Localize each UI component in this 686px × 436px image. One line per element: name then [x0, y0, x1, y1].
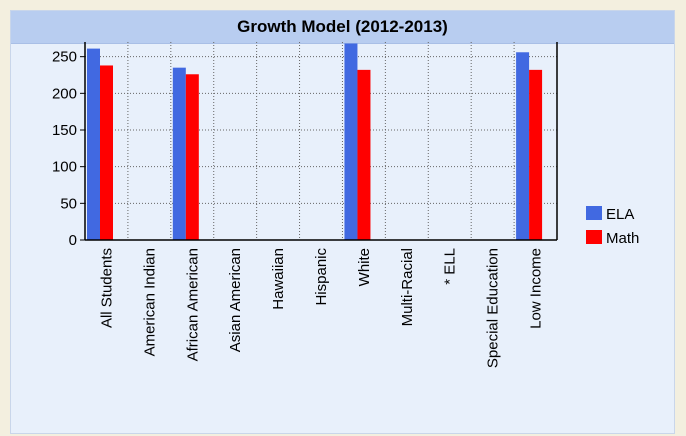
- x-category-label: Multi-Racial: [399, 248, 416, 326]
- x-category-label: Hispanic: [313, 248, 330, 306]
- x-category-label: Asian American: [227, 248, 244, 352]
- legend: ELA Math: [586, 206, 639, 247]
- x-category-label: All Students: [98, 248, 115, 328]
- bar-math: [357, 69, 371, 240]
- chart-title: Growth Model (2012-2013): [11, 11, 674, 44]
- x-category-label: White: [356, 248, 373, 286]
- y-tick-label: 50: [60, 195, 77, 212]
- y-tick-labels: 0 50 100 150 200 250: [52, 49, 77, 249]
- bars: [87, 43, 543, 241]
- x-category-labels: All Students American Indian African Ameri…: [98, 248, 544, 369]
- y-tick-label: 150: [52, 122, 77, 139]
- x-category-label: Hawaiian: [270, 248, 287, 310]
- legend-label-ela: ELA: [606, 206, 634, 223]
- x-category-label: * ELL: [442, 248, 459, 285]
- bar-math: [100, 65, 113, 240]
- x-category-label: Special Education: [485, 248, 502, 368]
- legend-swatch-math: [586, 230, 602, 244]
- chart-panel: Growth Model (2012-2013): [10, 10, 675, 434]
- y-tick-label: 250: [52, 49, 77, 66]
- bar-ela: [344, 43, 358, 240]
- bar-ela: [172, 67, 186, 241]
- bar-ela: [516, 52, 530, 241]
- x-category-label: American Indian: [141, 248, 158, 356]
- legend-swatch-ela: [586, 206, 602, 220]
- x-category-label: African American: [184, 248, 201, 361]
- bar-math: [529, 69, 543, 240]
- y-tick-label: 0: [69, 232, 77, 249]
- grid-lines: [85, 42, 557, 240]
- bar-ela: [87, 48, 100, 240]
- legend-label-math: Math: [606, 230, 639, 247]
- bar-math: [185, 74, 199, 241]
- axes: [80, 42, 558, 241]
- x-category-label: Low Income: [528, 248, 545, 329]
- y-tick-label: 100: [52, 159, 77, 176]
- y-tick-label: 200: [52, 85, 77, 102]
